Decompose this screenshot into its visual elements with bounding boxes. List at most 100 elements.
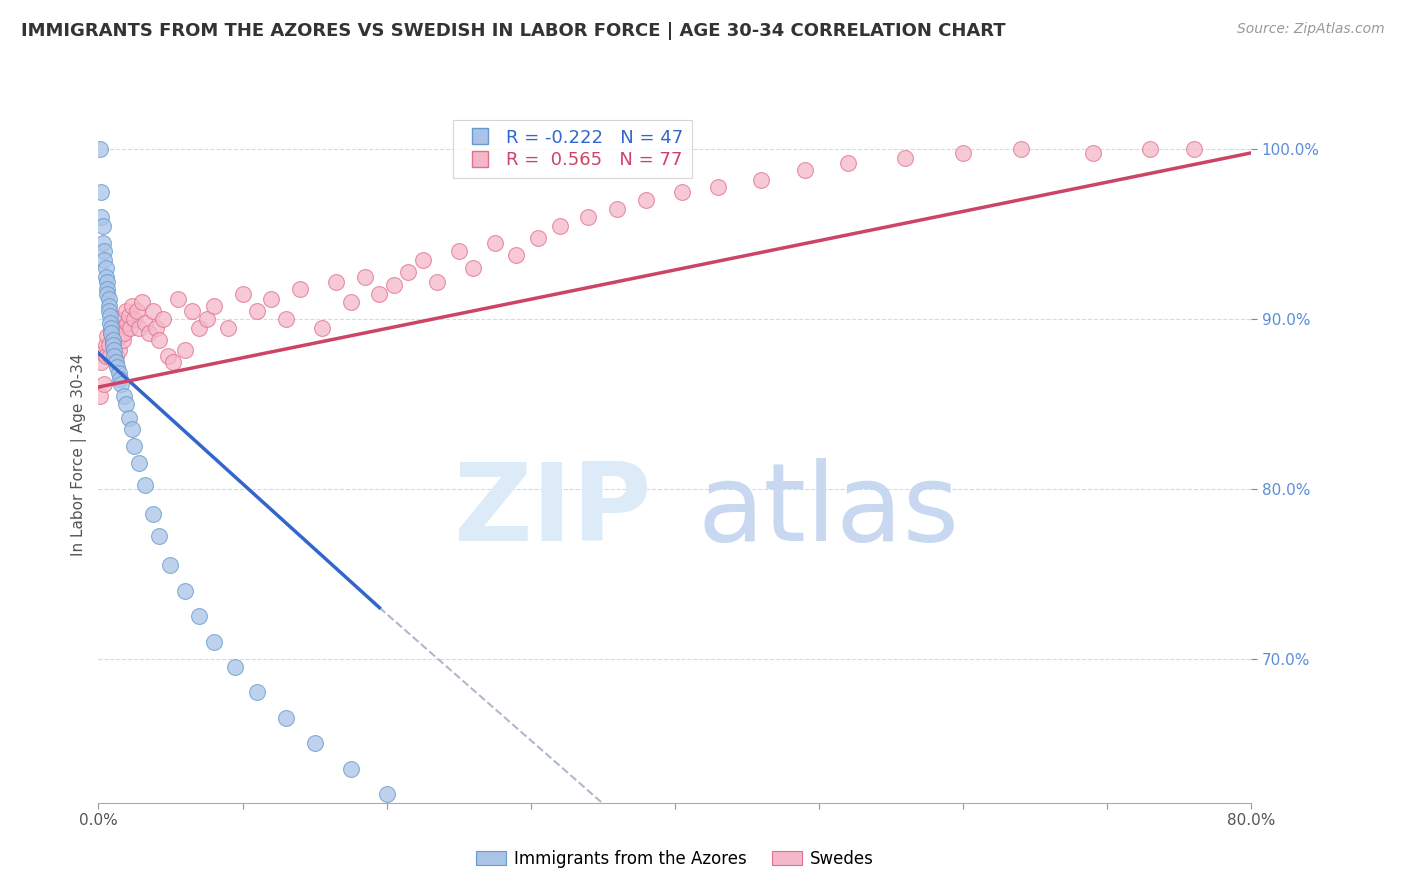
Point bbox=[894, 151, 917, 165]
Point bbox=[121, 422, 143, 436]
Point bbox=[246, 303, 269, 318]
Point bbox=[274, 312, 297, 326]
Point bbox=[94, 269, 117, 284]
Point bbox=[118, 309, 141, 323]
Point bbox=[90, 211, 112, 225]
Point bbox=[148, 333, 170, 347]
Point bbox=[103, 343, 125, 357]
Point bbox=[128, 320, 150, 334]
Point bbox=[339, 762, 361, 776]
Point bbox=[188, 609, 211, 624]
Point bbox=[101, 333, 124, 347]
Point bbox=[134, 316, 156, 330]
Point bbox=[952, 145, 974, 160]
Point bbox=[174, 583, 197, 598]
Point bbox=[131, 295, 153, 310]
Point bbox=[97, 292, 120, 306]
Point bbox=[217, 320, 239, 334]
Point bbox=[1010, 143, 1032, 157]
Point bbox=[89, 388, 111, 402]
Point bbox=[121, 299, 143, 313]
Point bbox=[117, 316, 138, 330]
Point bbox=[246, 685, 269, 699]
Point bbox=[134, 478, 156, 492]
Point bbox=[707, 179, 730, 194]
Point bbox=[145, 320, 167, 334]
Point bbox=[111, 333, 134, 347]
Point bbox=[527, 230, 550, 244]
Point bbox=[202, 299, 225, 313]
Point bbox=[108, 371, 131, 385]
Point bbox=[174, 343, 197, 357]
Point bbox=[98, 350, 121, 364]
Point bbox=[548, 219, 571, 233]
Point bbox=[94, 261, 117, 276]
Point bbox=[97, 303, 120, 318]
Point bbox=[138, 326, 160, 340]
Point bbox=[101, 333, 124, 347]
Point bbox=[120, 320, 142, 334]
Point bbox=[636, 194, 658, 208]
Point bbox=[105, 312, 128, 326]
Point bbox=[195, 312, 218, 326]
Point bbox=[96, 286, 118, 301]
Point bbox=[97, 337, 120, 351]
Point bbox=[162, 354, 184, 368]
Point bbox=[93, 376, 115, 391]
Point bbox=[290, 282, 312, 296]
Point bbox=[202, 634, 225, 648]
Point bbox=[91, 219, 114, 233]
Point bbox=[156, 350, 179, 364]
Point bbox=[447, 244, 470, 259]
Point bbox=[181, 303, 204, 318]
Text: Source: ZipAtlas.com: Source: ZipAtlas.com bbox=[1237, 22, 1385, 37]
Point bbox=[304, 736, 326, 750]
Point bbox=[100, 326, 122, 340]
Point bbox=[91, 235, 114, 250]
Point bbox=[339, 295, 361, 310]
Point bbox=[94, 350, 117, 364]
Text: atlas: atlas bbox=[697, 458, 960, 564]
Point bbox=[354, 269, 377, 284]
Point bbox=[124, 312, 146, 326]
Point bbox=[231, 286, 254, 301]
Point bbox=[148, 529, 170, 543]
Point bbox=[103, 350, 125, 364]
Point bbox=[107, 367, 129, 381]
Point bbox=[375, 787, 398, 801]
Point bbox=[1081, 145, 1104, 160]
Point bbox=[606, 202, 628, 216]
Point bbox=[108, 329, 131, 343]
Point bbox=[578, 211, 600, 225]
Point bbox=[152, 312, 174, 326]
Point bbox=[93, 252, 115, 267]
Point bbox=[382, 278, 405, 293]
Point bbox=[114, 397, 136, 411]
Point bbox=[90, 354, 112, 368]
Point bbox=[98, 309, 121, 323]
Point bbox=[461, 261, 484, 276]
Point bbox=[142, 508, 165, 522]
Point bbox=[159, 558, 181, 573]
Point bbox=[505, 248, 527, 262]
Point bbox=[142, 303, 165, 318]
Point bbox=[127, 303, 149, 318]
Point bbox=[1139, 143, 1161, 157]
Point bbox=[412, 252, 434, 267]
Y-axis label: In Labor Force | Age 30-34: In Labor Force | Age 30-34 bbox=[72, 353, 87, 557]
Point bbox=[188, 320, 211, 334]
Point bbox=[110, 320, 132, 334]
Point bbox=[224, 660, 246, 674]
Point bbox=[96, 275, 118, 289]
Point bbox=[484, 235, 506, 250]
Point bbox=[1182, 143, 1205, 157]
Point bbox=[118, 410, 141, 425]
Point bbox=[107, 343, 129, 357]
Point bbox=[793, 162, 815, 177]
Point bbox=[112, 326, 135, 340]
Point bbox=[396, 265, 419, 279]
Legend: R = -0.222   N = 47, R =  0.565   N = 77: R = -0.222 N = 47, R = 0.565 N = 77 bbox=[453, 120, 692, 178]
Text: ZIP: ZIP bbox=[453, 458, 652, 564]
Point bbox=[96, 282, 118, 296]
Point bbox=[311, 320, 333, 334]
